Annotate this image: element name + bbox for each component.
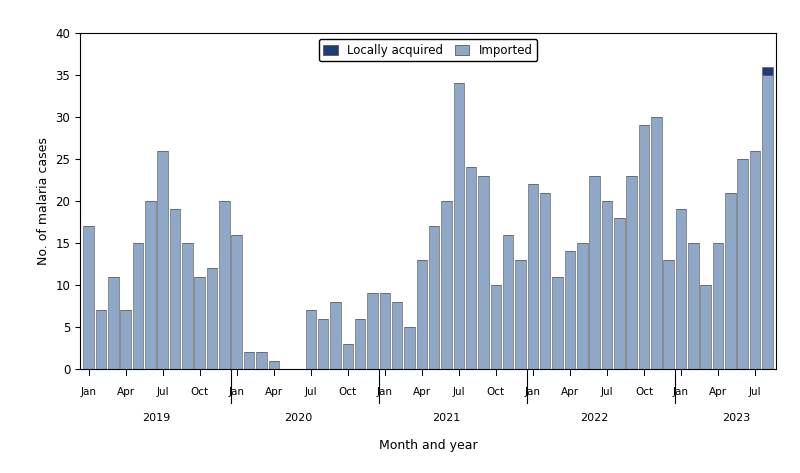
Bar [577, 243, 587, 369]
Bar [688, 243, 698, 369]
Bar [121, 310, 131, 369]
Text: Apr: Apr [413, 387, 431, 397]
Bar [83, 226, 94, 369]
Bar [762, 75, 773, 369]
Bar [454, 83, 464, 369]
Bar [194, 277, 205, 369]
Legend: Locally acquired, Imported: Locally acquired, Imported [318, 39, 538, 61]
Bar [602, 201, 612, 369]
Text: 2020: 2020 [284, 412, 313, 422]
Bar [318, 319, 328, 369]
Bar [651, 117, 662, 369]
Bar [762, 67, 773, 75]
Bar [503, 235, 514, 369]
Bar [379, 293, 390, 369]
Text: Apr: Apr [117, 387, 134, 397]
Bar [442, 201, 452, 369]
Bar [725, 193, 735, 369]
Text: 2023: 2023 [722, 412, 750, 422]
Bar [133, 243, 143, 369]
Text: Oct: Oct [487, 387, 505, 397]
Bar [269, 360, 279, 369]
Bar [145, 201, 155, 369]
Text: Jan: Jan [81, 387, 97, 397]
Bar [108, 277, 118, 369]
Bar [417, 260, 427, 369]
Bar [466, 167, 477, 369]
Bar [750, 150, 760, 369]
Text: Oct: Oct [635, 387, 653, 397]
Bar [565, 252, 575, 369]
Text: 2021: 2021 [432, 412, 461, 422]
Y-axis label: No. of malaria cases: No. of malaria cases [37, 137, 50, 265]
Text: Jul: Jul [453, 387, 465, 397]
Bar [614, 218, 625, 369]
Bar [206, 268, 218, 369]
Text: 2022: 2022 [581, 412, 609, 422]
Text: Jul: Jul [601, 387, 614, 397]
Bar [490, 285, 501, 369]
Text: Oct: Oct [338, 387, 357, 397]
Bar [158, 150, 168, 369]
Bar [738, 159, 748, 369]
Bar [306, 310, 316, 369]
Bar [626, 176, 637, 369]
Bar [478, 176, 489, 369]
Text: Apr: Apr [561, 387, 579, 397]
Bar [342, 344, 353, 369]
Bar [515, 260, 526, 369]
Bar [367, 293, 378, 369]
Bar [701, 285, 711, 369]
Text: Jan: Jan [229, 387, 245, 397]
Text: Oct: Oct [190, 387, 209, 397]
Bar [244, 352, 254, 369]
Bar [404, 327, 414, 369]
Bar [182, 243, 193, 369]
Bar [392, 302, 402, 369]
Bar [590, 176, 600, 369]
Bar [676, 210, 686, 369]
Bar [552, 277, 563, 369]
Text: Apr: Apr [709, 387, 727, 397]
Bar [713, 243, 723, 369]
Bar [219, 201, 230, 369]
Text: Jul: Jul [305, 387, 317, 397]
Bar [528, 184, 538, 369]
Text: Jan: Jan [377, 387, 393, 397]
Bar [330, 302, 341, 369]
Text: Jul: Jul [749, 387, 762, 397]
Bar [256, 352, 266, 369]
Bar [231, 235, 242, 369]
Bar [663, 260, 674, 369]
Bar [96, 310, 106, 369]
Text: Jan: Jan [673, 387, 689, 397]
Text: 2019: 2019 [142, 412, 170, 422]
Bar [170, 210, 180, 369]
Bar [638, 125, 650, 369]
Text: Apr: Apr [265, 387, 283, 397]
Bar [429, 226, 439, 369]
Text: Jan: Jan [525, 387, 541, 397]
Bar [540, 193, 550, 369]
Text: Month and year: Month and year [378, 439, 478, 453]
Text: Jul: Jul [156, 387, 169, 397]
Bar [355, 319, 366, 369]
